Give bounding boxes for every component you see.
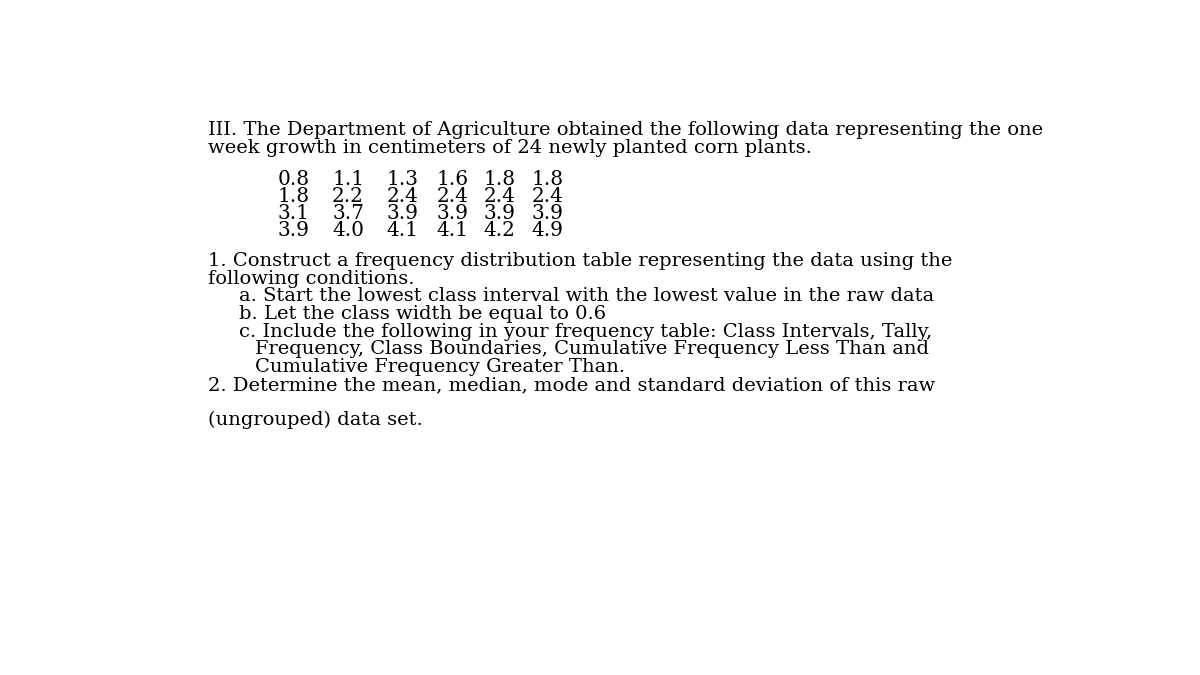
Text: 2.2: 2.2: [332, 187, 364, 207]
Text: 3.9: 3.9: [437, 205, 469, 223]
Text: a. Start the lowest class interval with the lowest value in the raw data: a. Start the lowest class interval with …: [239, 288, 935, 305]
Text: 2.4: 2.4: [386, 187, 419, 207]
Text: c. Include the following in your frequency table: Class Intervals, Tally,: c. Include the following in your frequen…: [239, 323, 932, 341]
Text: 2. Determine the mean, median, mode and standard deviation of this raw: 2. Determine the mean, median, mode and …: [208, 376, 935, 394]
Text: 2.4: 2.4: [437, 187, 469, 207]
Text: week growth in centimeters of 24 newly planted corn plants.: week growth in centimeters of 24 newly p…: [208, 139, 812, 157]
Text: (ungrouped) data set.: (ungrouped) data set.: [208, 410, 422, 429]
Text: III. The Department of Agriculture obtained the following data representing the : III. The Department of Agriculture obtai…: [208, 121, 1043, 139]
Text: 1.8: 1.8: [484, 170, 515, 189]
Text: 1.8: 1.8: [278, 187, 310, 207]
Text: 0.8: 0.8: [278, 170, 310, 189]
Text: 1.8: 1.8: [532, 170, 564, 189]
Text: 4.9: 4.9: [532, 221, 563, 240]
Text: 1.3: 1.3: [386, 170, 419, 189]
Text: 1. Construct a frequency distribution table representing the data using the: 1. Construct a frequency distribution ta…: [208, 252, 953, 270]
Text: 2.4: 2.4: [484, 187, 515, 207]
Text: 4.1: 4.1: [437, 221, 469, 240]
Text: b. Let the class width be equal to 0.6: b. Let the class width be equal to 0.6: [239, 305, 606, 323]
Text: Frequency, Class Boundaries, Cumulative Frequency Less Than and: Frequency, Class Boundaries, Cumulative …: [254, 340, 929, 358]
Text: 3.9: 3.9: [532, 205, 563, 223]
Text: 3.9: 3.9: [386, 205, 419, 223]
Text: 4.1: 4.1: [386, 221, 419, 240]
Text: 3.9: 3.9: [484, 205, 515, 223]
Text: 3.7: 3.7: [332, 205, 364, 223]
Text: 4.0: 4.0: [332, 221, 364, 240]
Text: following conditions.: following conditions.: [208, 269, 415, 288]
Text: 3.9: 3.9: [278, 221, 310, 240]
Text: 4.2: 4.2: [484, 221, 515, 240]
Text: 2.4: 2.4: [532, 187, 563, 207]
Text: Cumulative Frequency Greater Than.: Cumulative Frequency Greater Than.: [254, 358, 625, 376]
Text: 1.1: 1.1: [332, 170, 365, 189]
Text: 3.1: 3.1: [278, 205, 310, 223]
Text: 1.6: 1.6: [437, 170, 469, 189]
